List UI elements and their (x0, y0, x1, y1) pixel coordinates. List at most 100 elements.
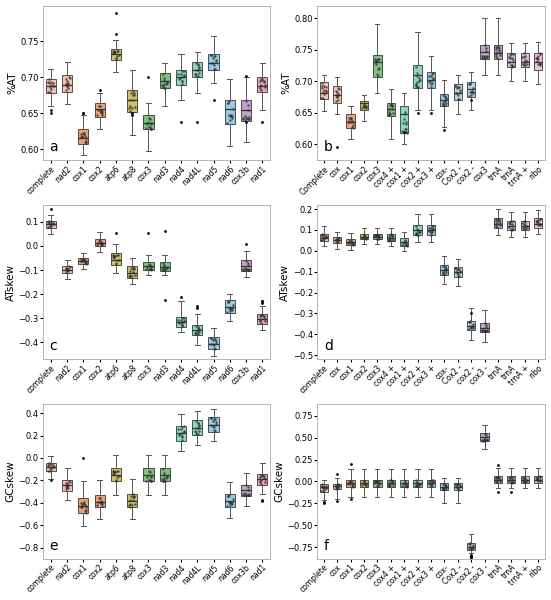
PathPatch shape (427, 479, 435, 487)
Y-axis label: %AT: %AT (7, 71, 17, 94)
PathPatch shape (507, 476, 515, 483)
PathPatch shape (95, 495, 105, 507)
PathPatch shape (373, 55, 381, 77)
PathPatch shape (176, 317, 186, 327)
PathPatch shape (521, 221, 529, 230)
PathPatch shape (453, 483, 462, 490)
PathPatch shape (257, 474, 267, 485)
PathPatch shape (143, 115, 154, 129)
Y-axis label: GCskew: GCskew (274, 461, 285, 502)
PathPatch shape (521, 476, 529, 483)
PathPatch shape (534, 218, 542, 228)
PathPatch shape (453, 85, 462, 100)
PathPatch shape (95, 103, 105, 117)
PathPatch shape (360, 101, 368, 110)
PathPatch shape (111, 468, 121, 481)
PathPatch shape (333, 237, 341, 243)
PathPatch shape (320, 484, 328, 491)
PathPatch shape (427, 73, 435, 88)
PathPatch shape (241, 260, 251, 271)
PathPatch shape (62, 480, 72, 491)
Y-axis label: %AT: %AT (282, 71, 291, 94)
PathPatch shape (347, 239, 355, 245)
PathPatch shape (494, 44, 502, 59)
PathPatch shape (360, 479, 368, 487)
PathPatch shape (494, 218, 502, 228)
PathPatch shape (95, 239, 105, 246)
PathPatch shape (78, 498, 89, 513)
PathPatch shape (467, 543, 476, 550)
PathPatch shape (320, 234, 328, 241)
PathPatch shape (347, 479, 355, 487)
PathPatch shape (257, 77, 267, 92)
PathPatch shape (320, 82, 328, 99)
PathPatch shape (427, 226, 435, 235)
PathPatch shape (160, 262, 170, 271)
PathPatch shape (400, 238, 408, 245)
PathPatch shape (241, 485, 251, 496)
PathPatch shape (143, 468, 154, 481)
PathPatch shape (467, 321, 476, 330)
PathPatch shape (373, 234, 381, 239)
PathPatch shape (360, 234, 368, 239)
PathPatch shape (347, 114, 355, 128)
PathPatch shape (400, 106, 408, 133)
PathPatch shape (413, 65, 422, 88)
PathPatch shape (507, 221, 515, 230)
PathPatch shape (127, 494, 137, 508)
PathPatch shape (400, 479, 408, 487)
Y-axis label: ATskew: ATskew (280, 263, 290, 301)
PathPatch shape (62, 266, 72, 273)
PathPatch shape (534, 53, 542, 70)
PathPatch shape (46, 463, 56, 472)
PathPatch shape (534, 476, 542, 483)
PathPatch shape (480, 433, 489, 441)
PathPatch shape (387, 234, 395, 241)
PathPatch shape (241, 100, 251, 121)
PathPatch shape (440, 483, 449, 490)
PathPatch shape (111, 49, 121, 60)
PathPatch shape (521, 53, 529, 67)
PathPatch shape (333, 484, 341, 490)
Text: e: e (50, 539, 58, 553)
PathPatch shape (78, 257, 89, 264)
PathPatch shape (373, 479, 381, 487)
PathPatch shape (387, 103, 395, 116)
PathPatch shape (440, 265, 449, 275)
PathPatch shape (192, 419, 202, 436)
PathPatch shape (225, 100, 235, 124)
PathPatch shape (387, 479, 395, 487)
PathPatch shape (507, 53, 515, 67)
PathPatch shape (62, 75, 72, 92)
Text: d: d (324, 339, 333, 353)
PathPatch shape (176, 425, 186, 440)
PathPatch shape (143, 262, 154, 269)
PathPatch shape (46, 79, 56, 93)
PathPatch shape (127, 91, 137, 112)
PathPatch shape (333, 86, 341, 103)
PathPatch shape (46, 221, 56, 228)
Text: a: a (50, 140, 58, 154)
PathPatch shape (192, 325, 202, 335)
PathPatch shape (480, 323, 489, 332)
PathPatch shape (176, 70, 186, 85)
PathPatch shape (208, 53, 219, 70)
PathPatch shape (127, 266, 137, 278)
PathPatch shape (160, 468, 170, 481)
PathPatch shape (208, 417, 219, 432)
PathPatch shape (413, 226, 422, 235)
PathPatch shape (480, 44, 489, 59)
Text: b: b (324, 140, 333, 154)
PathPatch shape (257, 314, 267, 323)
Text: c: c (50, 339, 57, 353)
PathPatch shape (225, 300, 235, 313)
PathPatch shape (111, 253, 121, 265)
PathPatch shape (225, 494, 235, 506)
PathPatch shape (494, 476, 502, 483)
PathPatch shape (78, 129, 89, 143)
Text: f: f (324, 539, 329, 553)
Y-axis label: ATskew: ATskew (6, 263, 15, 301)
PathPatch shape (160, 73, 170, 88)
Y-axis label: GCskew: GCskew (6, 461, 15, 502)
PathPatch shape (413, 479, 422, 487)
